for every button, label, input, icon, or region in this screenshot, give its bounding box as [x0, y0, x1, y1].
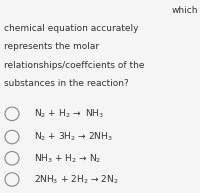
Text: substances in the reaction?: substances in the reaction? — [4, 79, 129, 88]
Text: which: which — [172, 6, 198, 15]
Text: N$_2$ + 3H$_2$ → 2NH$_3$: N$_2$ + 3H$_2$ → 2NH$_3$ — [34, 131, 112, 143]
Text: N$_2$ + H$_2$ →  NH$_3$: N$_2$ + H$_2$ → NH$_3$ — [34, 108, 104, 120]
Text: represents the molar: represents the molar — [4, 42, 99, 52]
Text: 2NH$_3$ + 2H$_2$ → 2N$_2$: 2NH$_3$ + 2H$_2$ → 2N$_2$ — [34, 173, 119, 186]
Text: relationships/coeffcients of the: relationships/coeffcients of the — [4, 61, 144, 70]
Text: chemical equation accurately: chemical equation accurately — [4, 24, 138, 33]
Text: NH$_3$ + H$_2$ → N$_2$: NH$_3$ + H$_2$ → N$_2$ — [34, 152, 101, 164]
